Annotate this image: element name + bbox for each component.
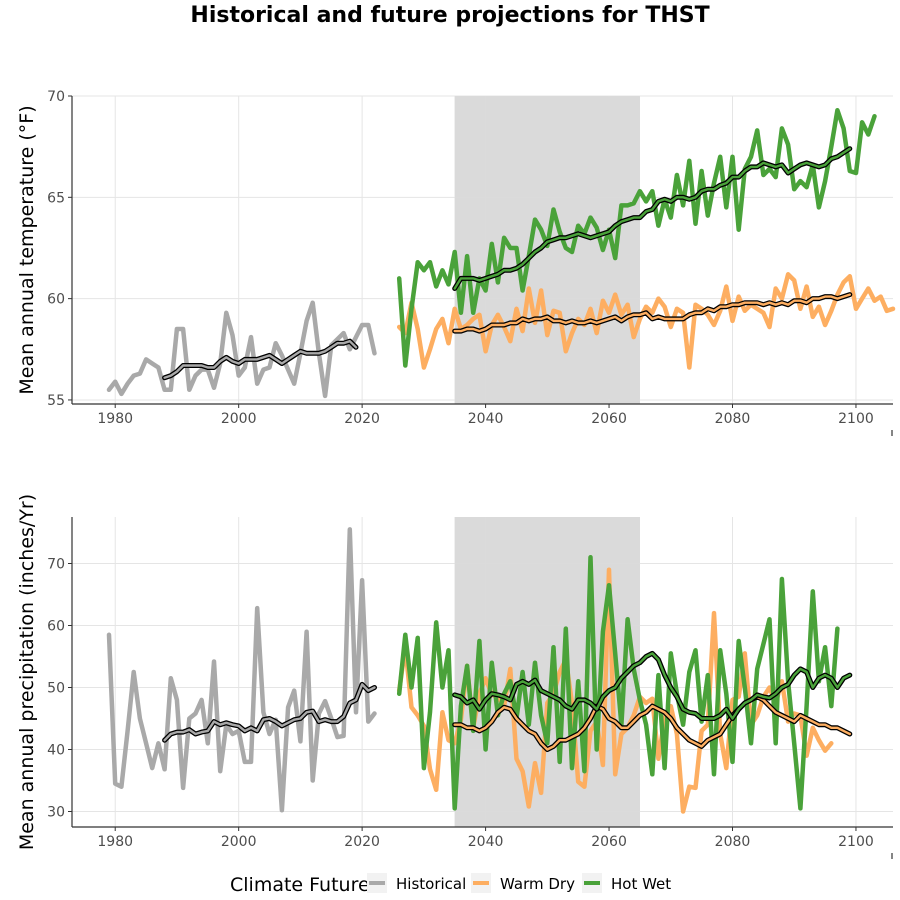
x-tick-label: 1980: [97, 411, 133, 427]
x-tick-label: 2100: [838, 411, 874, 427]
y-tick-label: 65: [47, 190, 65, 206]
legend-label-hot-wet: Hot Wet: [611, 875, 671, 893]
x-tick-label: 2020: [344, 411, 380, 427]
smoothed-line-hot_wet: [453, 652, 851, 720]
y-tick-label: 30: [47, 805, 65, 821]
legend-label-historical: Historical: [396, 875, 466, 893]
legend-label-warm-dry: Warm Dry: [500, 875, 575, 893]
y-tick-label: 70: [47, 89, 65, 105]
legend-title: Climate Future: [230, 874, 370, 896]
y-axis-label: Mean annual precipitation (inches/Yr): [16, 494, 38, 850]
smoothed-line-warm_dry: [453, 293, 851, 333]
x-tick-label: 2040: [468, 411, 504, 427]
temperature-panel: 1980 2000 2020 2040 2060 2080 2100 55 60 65 70 Mean…: [16, 89, 896, 436]
x-tick-label: 2000: [221, 411, 257, 427]
y-axis-label: Mean annual temperature (°F): [16, 105, 38, 394]
x-tick-label: 2080: [715, 411, 751, 427]
x-tick-label: 2060: [591, 834, 627, 850]
x-tick-label: 2060: [591, 411, 627, 427]
smoothed-line-historical: [163, 340, 358, 379]
chart-title: Historical and future projections for TH…: [190, 3, 709, 28]
series-line-historical: [106, 300, 377, 399]
y-tick-label: 40: [47, 743, 65, 759]
x-tick-label: 2020: [344, 834, 380, 850]
series-line-hot_wet: [396, 107, 877, 368]
smoothed-line-hot_wet: [453, 147, 851, 290]
y-tick-label: 50: [47, 681, 65, 697]
x-tick-label: 2040: [468, 834, 504, 850]
y-tick-label: 70: [47, 557, 65, 573]
y-tick-label: 60: [47, 619, 65, 635]
x-tick-label: 2100: [838, 834, 874, 850]
y-tick-label: 55: [47, 393, 65, 409]
smoothed-line-warm_dry: [453, 695, 851, 751]
legend: Climate Future Historical Warm Dry Hot W…: [230, 873, 671, 896]
series-line-hot_wet: [396, 555, 840, 811]
x-tick-label: 1980: [97, 834, 133, 850]
x-tick-label: 2000: [221, 834, 257, 850]
series-line-warm_dry: [396, 272, 896, 370]
series-line-historical: [106, 527, 377, 813]
precipitation-panel: 1980 2000 2020 2040 2060 2080 2100 30 40 50 60 70 Me…: [16, 494, 893, 859]
y-tick-label: 60: [47, 292, 65, 308]
x-tick-label: 2080: [715, 834, 751, 850]
smoothed-line-historical: [163, 683, 376, 742]
